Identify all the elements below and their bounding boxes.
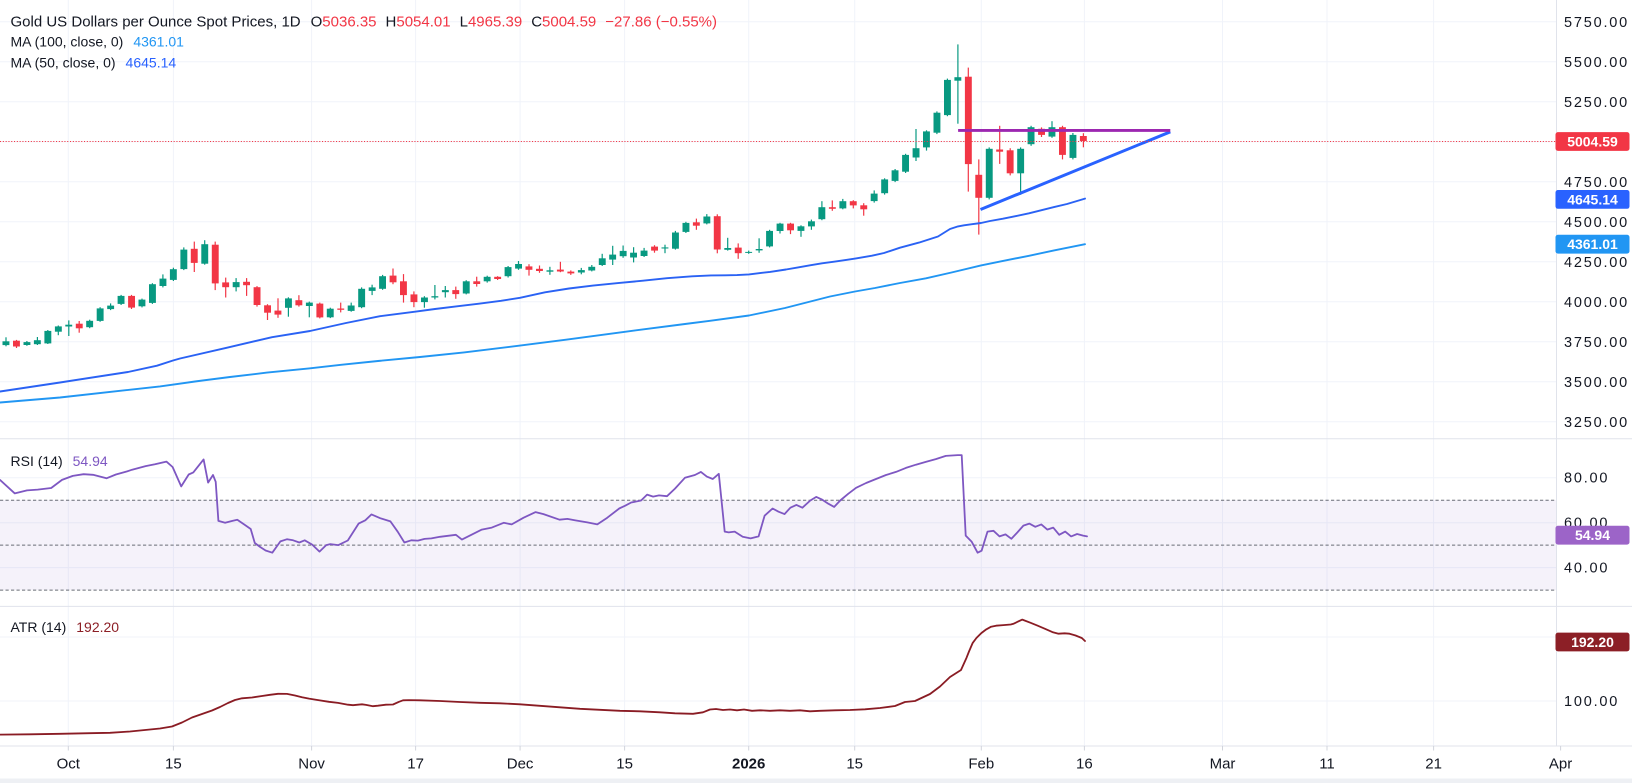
- svg-text:4000.00: 4000.00: [1564, 295, 1629, 311]
- svg-text:2026: 2026: [732, 756, 765, 773]
- svg-text:4750.00: 4750.00: [1564, 175, 1629, 191]
- svg-text:192.20: 192.20: [1571, 634, 1614, 650]
- svg-text:17: 17: [407, 756, 424, 773]
- svg-text:ATR (14)192.20: ATR (14) 192.20: [11, 619, 120, 635]
- svg-text:4361.01: 4361.01: [1567, 236, 1618, 252]
- svg-text:3250.00: 3250.00: [1564, 415, 1629, 431]
- svg-text:Oct: Oct: [57, 756, 81, 773]
- svg-text:11: 11: [1319, 756, 1335, 773]
- svg-text:4645.14: 4645.14: [1567, 191, 1618, 207]
- svg-text:MA (100, close, 0)4361.01: MA (100, close, 0) 4361.01: [11, 34, 185, 50]
- svg-text:15: 15: [846, 756, 863, 773]
- svg-text:Gold US Dollars per Ounce Spot: Gold US Dollars per Ounce Spot Prices, 1…: [11, 14, 718, 31]
- svg-text:15: 15: [616, 756, 633, 773]
- svg-text:4500.00: 4500.00: [1564, 215, 1629, 231]
- svg-text:3500.00: 3500.00: [1564, 375, 1629, 391]
- svg-text:80.00: 80.00: [1564, 471, 1609, 487]
- svg-text:5750.00: 5750.00: [1564, 15, 1629, 31]
- svg-text:15: 15: [165, 756, 182, 773]
- svg-text:Feb: Feb: [968, 756, 994, 773]
- svg-text:5250.00: 5250.00: [1564, 95, 1629, 111]
- svg-text:Nov: Nov: [298, 756, 325, 773]
- svg-text:Apr: Apr: [1549, 756, 1572, 773]
- svg-text:16: 16: [1076, 756, 1093, 773]
- svg-text:4250.00: 4250.00: [1564, 255, 1629, 271]
- svg-text:RSI (14)54.94: RSI (14) 54.94: [11, 453, 108, 469]
- svg-text:21: 21: [1425, 756, 1442, 773]
- svg-text:5004.59: 5004.59: [1567, 134, 1618, 150]
- svg-text:5500.00: 5500.00: [1564, 55, 1629, 71]
- svg-text:Dec: Dec: [507, 756, 534, 773]
- svg-text:MA (50, close, 0)4645.14: MA (50, close, 0) 4645.14: [11, 55, 177, 71]
- svg-text:3750.00: 3750.00: [1564, 335, 1629, 351]
- svg-text:Mar: Mar: [1210, 756, 1236, 773]
- svg-text:54.94: 54.94: [1575, 527, 1610, 543]
- svg-text:40.00: 40.00: [1564, 561, 1609, 577]
- svg-text:100.00: 100.00: [1564, 694, 1619, 710]
